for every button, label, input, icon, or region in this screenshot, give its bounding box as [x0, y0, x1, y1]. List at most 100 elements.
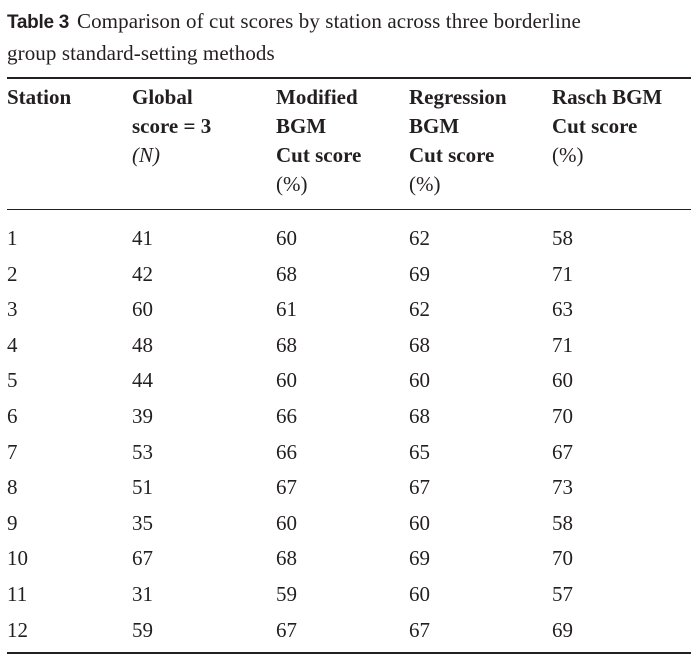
- table-row: 11 31 59 60 57: [0, 576, 693, 612]
- table-row: 6 39 66 68 70: [0, 398, 693, 434]
- header-station: Station: [7, 83, 71, 112]
- cell-regression-bgm: 67: [409, 475, 430, 500]
- cell-station: 7: [7, 439, 18, 464]
- cell-global-score: 67: [132, 546, 153, 571]
- caption-line-1: Table 3 Comparison of cut scores by stati…: [7, 6, 691, 38]
- header-regression-bgm: Regression BGM Cut score (%): [409, 83, 507, 199]
- cell-modified-bgm: 68: [276, 332, 297, 357]
- header-unit: (N): [132, 143, 160, 167]
- cell-global-score: 41: [132, 226, 153, 250]
- cell-regression-bgm: 60: [409, 368, 430, 393]
- caption-line-2: group standard-setting methods: [7, 41, 275, 65]
- cell-rasch-bgm: 71: [552, 261, 573, 286]
- cell-global-score: 60: [132, 297, 153, 322]
- cell-regression-bgm: 60: [409, 582, 430, 606]
- cell-station: 5: [7, 368, 18, 393]
- header-line: Cut score: [276, 143, 362, 167]
- header-modified-bgm: Modified BGM Cut score (%): [276, 83, 361, 199]
- cell-station: 11: [7, 582, 28, 606]
- table-row: 8 51 67 67 73: [0, 469, 693, 505]
- header-line: Cut score: [552, 114, 638, 138]
- header-line: Global: [132, 85, 193, 109]
- header-rasch-bgm: Rasch BGM Cut score (%): [552, 83, 662, 170]
- cell-rasch-bgm: 73: [552, 475, 573, 500]
- cell-modified-bgm: 67: [276, 617, 297, 642]
- cell-rasch-bgm: 70: [552, 404, 573, 428]
- cell-global-score: 42: [132, 261, 153, 286]
- table-row: 12 59 67 67 69: [0, 612, 693, 648]
- cell-modified-bgm: 66: [276, 404, 297, 428]
- cell-regression-bgm: 69: [409, 546, 430, 571]
- cell-modified-bgm: 66: [276, 439, 297, 464]
- header-line: Station: [7, 85, 72, 109]
- cell-station: 1: [7, 226, 18, 250]
- cell-regression-bgm: 67: [409, 617, 430, 642]
- header-line: Modified: [276, 85, 358, 109]
- header-unit: (%): [552, 143, 584, 167]
- cell-rasch-bgm: 69: [552, 617, 573, 642]
- cell-rasch-bgm: 58: [552, 510, 573, 535]
- cell-regression-bgm: 65: [409, 439, 430, 464]
- table-row: 1 41 60 62 58: [0, 220, 693, 256]
- table-row: 2 42 68 69 71: [0, 256, 693, 292]
- cell-global-score: 48: [132, 332, 153, 357]
- cell-global-score: 44: [132, 368, 153, 393]
- cell-rasch-bgm: 70: [552, 546, 573, 571]
- cell-regression-bgm: 62: [409, 226, 430, 250]
- cell-modified-bgm: 68: [276, 546, 297, 571]
- cell-station: 9: [7, 510, 18, 535]
- cell-station: 12: [7, 617, 28, 642]
- table-caption: Table 3 Comparison of cut scores by stati…: [7, 6, 691, 68]
- table-row: 10 67 68 69 70: [0, 540, 693, 576]
- cell-modified-bgm: 60: [276, 368, 297, 393]
- header-line: score = 3: [132, 114, 212, 138]
- cell-rasch-bgm: 60: [552, 368, 573, 393]
- cell-station: 3: [7, 297, 18, 322]
- header-unit: (%): [276, 172, 308, 196]
- cell-rasch-bgm: 58: [552, 226, 573, 250]
- cell-rasch-bgm: 67: [552, 439, 573, 464]
- header-rule: [7, 209, 691, 210]
- cell-regression-bgm: 68: [409, 404, 430, 428]
- table-row: 5 44 60 60 60: [0, 362, 693, 398]
- cell-global-score: 35: [132, 510, 153, 535]
- cell-regression-bgm: 60: [409, 510, 430, 535]
- cell-rasch-bgm: 71: [552, 332, 573, 357]
- cell-modified-bgm: 60: [276, 226, 297, 250]
- cell-rasch-bgm: 63: [552, 297, 573, 322]
- cell-station: 6: [7, 404, 18, 428]
- cell-modified-bgm: 67: [276, 475, 297, 500]
- cell-modified-bgm: 68: [276, 261, 297, 286]
- table-label: Table 3: [7, 12, 69, 33]
- table-bottom-rule: [7, 652, 691, 654]
- table-row: 4 48 68 68 71: [0, 327, 693, 363]
- cell-modified-bgm: 60: [276, 510, 297, 535]
- header-line: Regression: [409, 85, 507, 109]
- table-row: 9 35 60 60 58: [0, 505, 693, 541]
- cell-rasch-bgm: 57: [552, 582, 573, 606]
- cell-global-score: 59: [132, 617, 153, 642]
- cell-modified-bgm: 59: [276, 582, 297, 606]
- cell-regression-bgm: 68: [409, 332, 430, 357]
- header-global-score: Global score = 3 (N): [132, 83, 211, 170]
- cell-global-score: 51: [132, 475, 153, 500]
- header-line: BGM: [276, 114, 327, 138]
- cell-modified-bgm: 61: [276, 297, 297, 322]
- table-row: 3 60 61 62 63: [0, 291, 693, 327]
- cell-global-score: 39: [132, 404, 153, 428]
- cell-global-score: 53: [132, 439, 153, 464]
- cell-regression-bgm: 62: [409, 297, 430, 322]
- header-line: BGM: [409, 114, 460, 138]
- header-unit: (%): [409, 172, 441, 196]
- cell-regression-bgm: 69: [409, 261, 430, 286]
- cell-station: 4: [7, 332, 18, 357]
- table-top-rule: [7, 77, 691, 79]
- cell-station: 8: [7, 475, 18, 500]
- cell-station: 10: [7, 546, 28, 571]
- cell-global-score: 31: [132, 582, 153, 606]
- header-line: Cut score: [409, 143, 495, 167]
- cell-station: 2: [7, 261, 18, 286]
- caption-text-1: Comparison of cut scores by station acro…: [76, 9, 581, 33]
- header-line: Rasch BGM: [552, 85, 663, 109]
- table-row: 7 53 66 65 67: [0, 434, 693, 470]
